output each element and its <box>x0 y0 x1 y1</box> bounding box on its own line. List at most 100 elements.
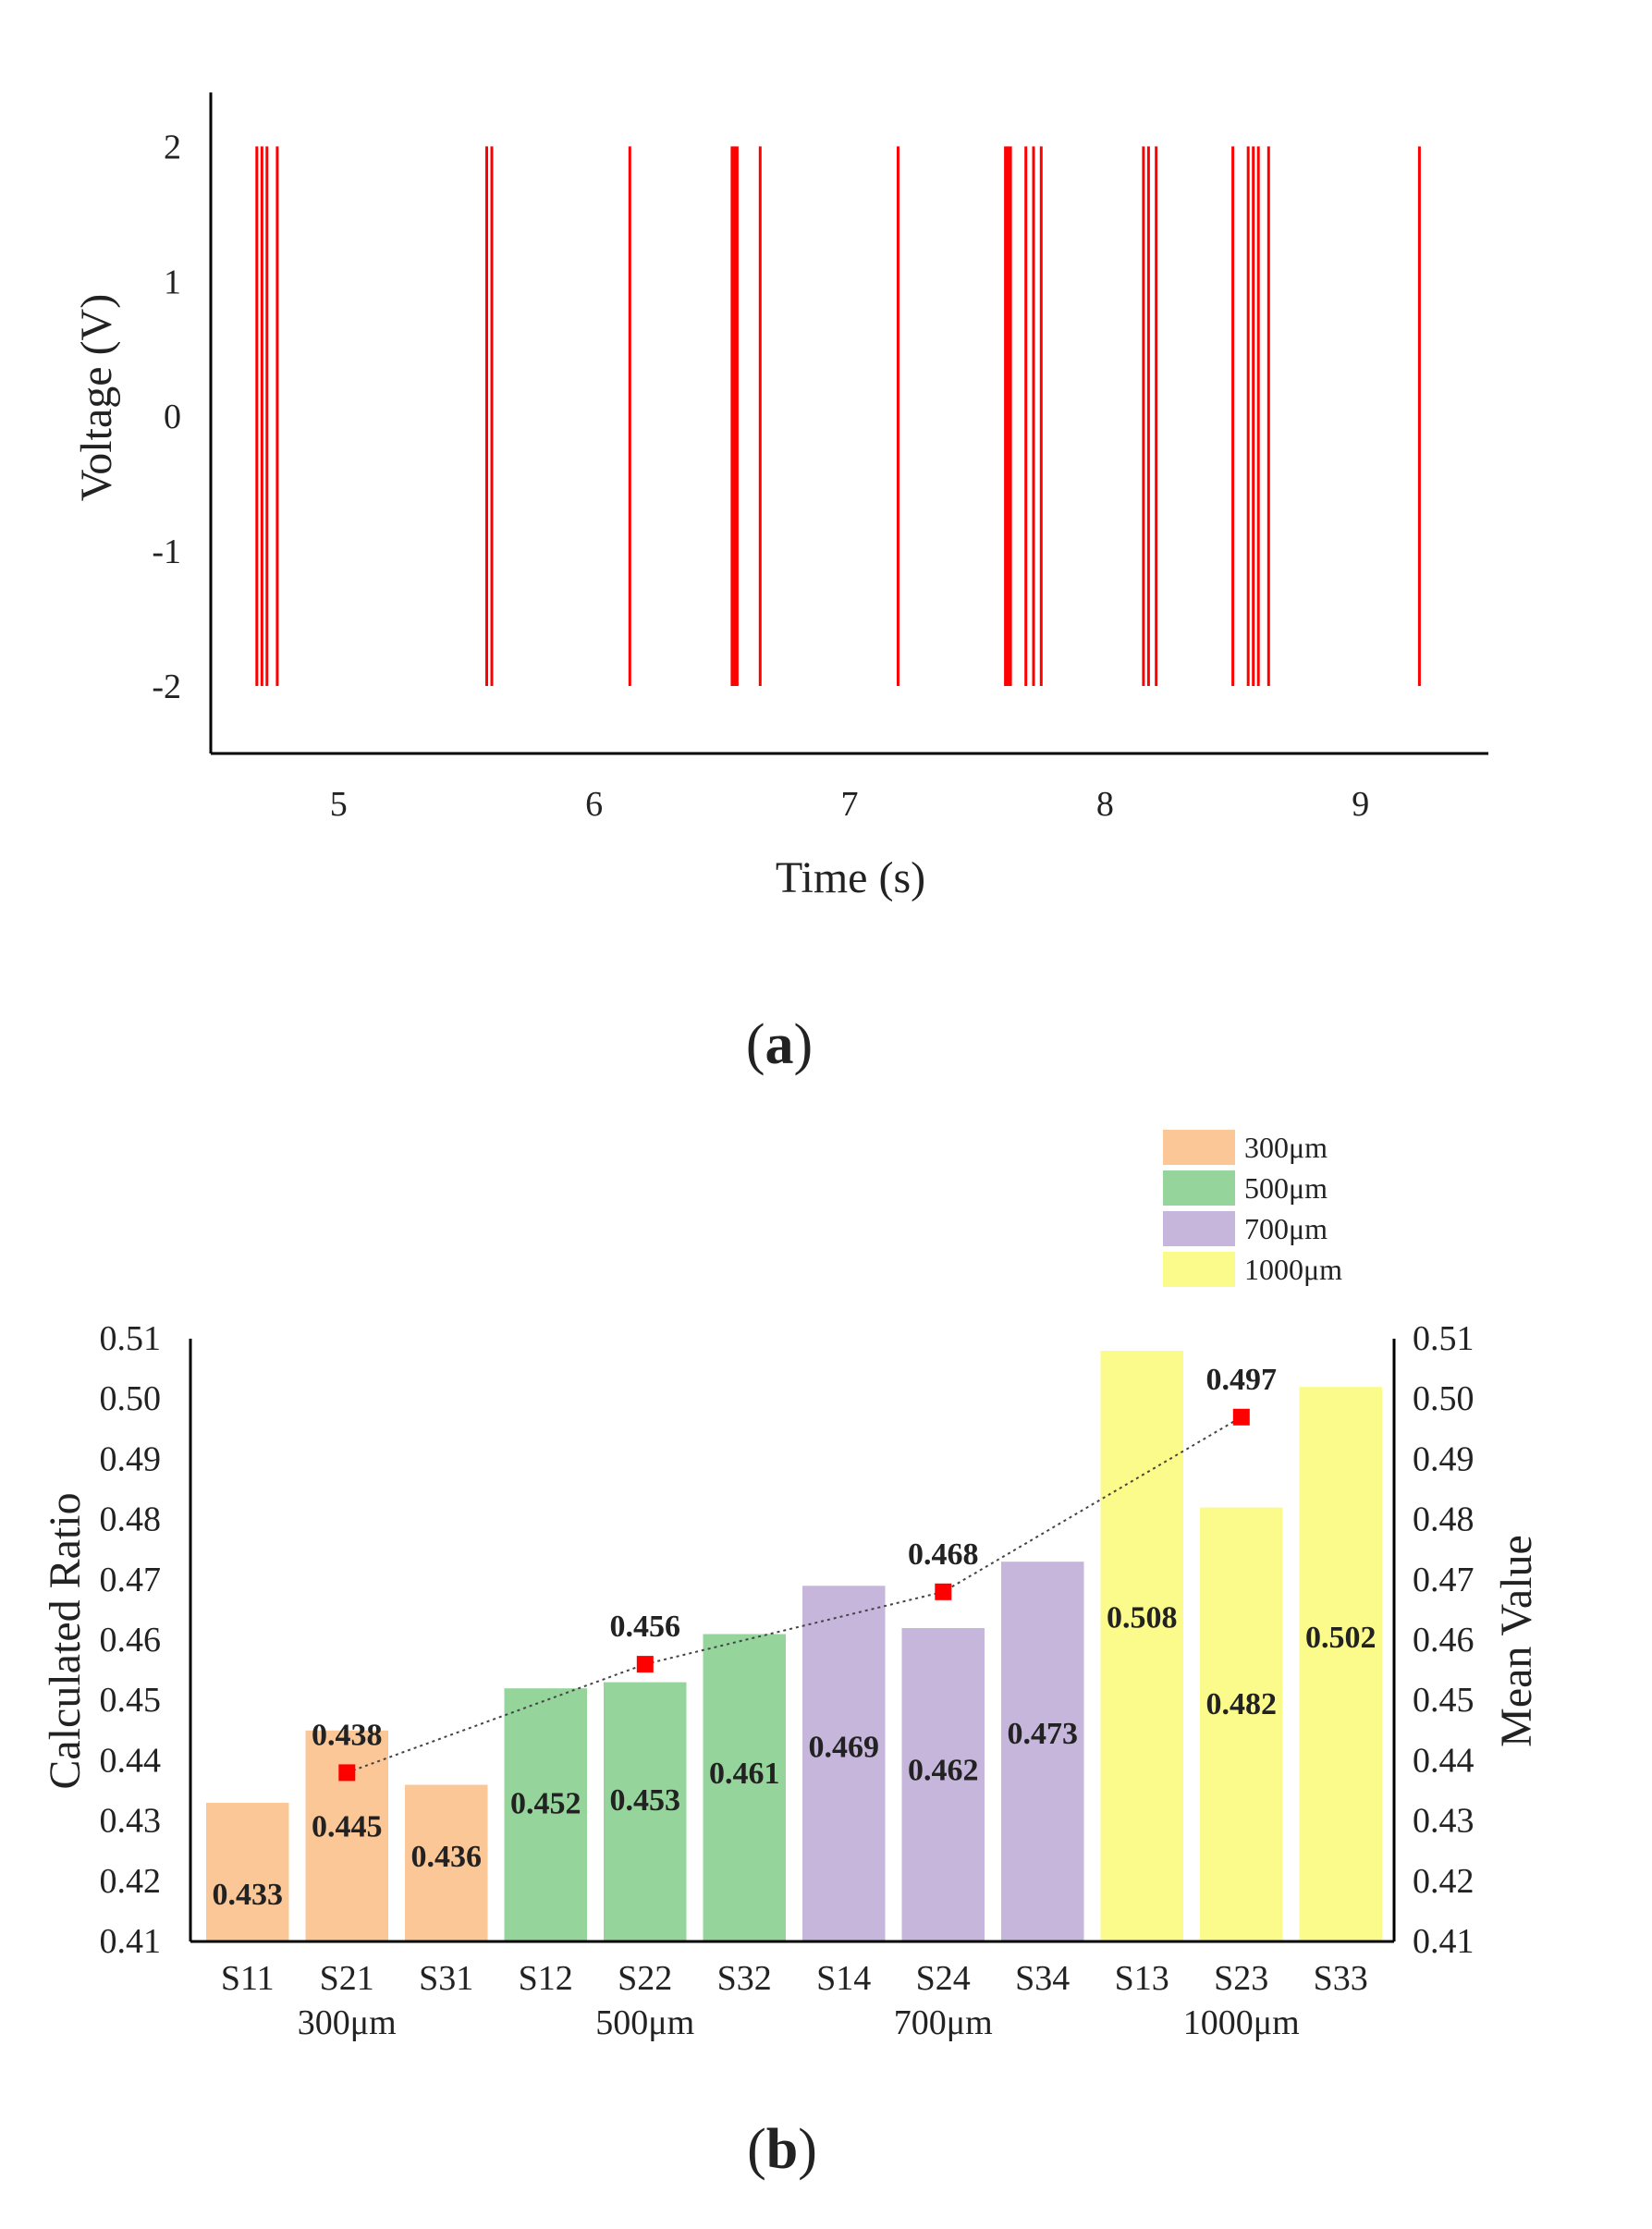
panel-b-y-axis-label: Calculated Ratio <box>41 1492 90 1789</box>
y-tick-label: -1 <box>152 533 181 571</box>
bar-value-label: 0.453 <box>610 1783 681 1818</box>
legend-label: 1000μm <box>1244 1253 1342 1286</box>
panel-a-caption: (a) <box>746 1013 813 1076</box>
y2-tick-label: 0.42 <box>1413 1862 1475 1901</box>
x-tick-label: 9 <box>1352 785 1369 824</box>
ratio-bar <box>504 1688 587 1941</box>
mean-value-label: 0.497 <box>1206 1363 1278 1397</box>
ratio-bar <box>802 1586 886 1941</box>
y2-tick-label: 0.45 <box>1413 1681 1475 1720</box>
category-label: S11 <box>221 1959 275 1998</box>
group-label: 500μm <box>595 2003 694 2042</box>
panel-b-right-tick-labels: 0.51 0.50 0.49 0.48 0.47 0.46 0.45 0.44 0.43 0.42… <box>1413 1319 1475 1961</box>
panel-b-y2-axis-label: Mean Value <box>1492 1535 1541 1747</box>
panel-a-x-axis-label: Time (s) <box>776 853 925 902</box>
voltage-pulse-series <box>255 146 1421 686</box>
mean-value-label: 0.468 <box>908 1537 979 1572</box>
ratio-bar <box>405 1784 488 1941</box>
y-tick-label: 0.45 <box>100 1681 162 1720</box>
panel-a-x-tick-labels: 5 6 7 8 9 <box>330 785 1370 824</box>
ratio-bar <box>1299 1387 1382 1941</box>
y2-tick-label: 0.47 <box>1413 1561 1475 1599</box>
group-label: 700μm <box>894 2003 993 2042</box>
panel-a-y-tick-labels: 2 1 0 -1 -2 <box>152 128 181 706</box>
category-label: S34 <box>1015 1959 1070 1998</box>
category-label: S32 <box>717 1959 772 1998</box>
bar-value-label: 0.462 <box>908 1754 979 1788</box>
y-tick-label: 0.51 <box>100 1319 162 1358</box>
category-label: S23 <box>1214 1959 1268 1998</box>
y2-tick-label: 0.46 <box>1413 1621 1475 1660</box>
bar-value-label: 0.436 <box>411 1840 483 1874</box>
bar-value-label: 0.445 <box>312 1810 383 1844</box>
y-tick-label: 2 <box>164 128 181 166</box>
mean-marker <box>338 1764 356 1782</box>
y2-tick-label: 0.43 <box>1413 1802 1475 1841</box>
y-tick-label: 0.44 <box>100 1741 162 1780</box>
ratio-bar <box>206 1803 289 1941</box>
x-tick-label: 5 <box>330 785 348 824</box>
mean-marker <box>935 1583 952 1600</box>
category-label: S13 <box>1115 1959 1169 1998</box>
group-label: 1000μm <box>1183 2003 1300 2042</box>
category-label: S22 <box>618 1959 672 1998</box>
category-label: S21 <box>320 1959 374 1998</box>
y-tick-label: 0.50 <box>100 1379 162 1418</box>
y2-tick-label: 0.48 <box>1413 1500 1475 1539</box>
legend-label: 300μm <box>1244 1131 1328 1164</box>
y2-tick-label: 0.50 <box>1413 1379 1475 1418</box>
panel-b-left-tick-labels: 0.51 0.50 0.49 0.48 0.47 0.46 0.45 0.44 0.43 0.42… <box>100 1319 162 1961</box>
category-labels: S11 S21 S31 S12 S22 S32 S14 S24 S34 S13 S23 S33 <box>221 1959 1368 1998</box>
x-tick-label: 6 <box>585 785 603 824</box>
group-labels: 300μm 500μm 700μm 1000μm <box>298 2003 1300 2042</box>
mean-value-label: 0.456 <box>610 1610 681 1644</box>
panel-a-y-axis-label: Voltage (V) <box>72 294 121 501</box>
y2-tick-label: 0.41 <box>1413 1922 1475 1961</box>
legend-label: 500μm <box>1244 1171 1328 1205</box>
mean-marker <box>636 1656 654 1673</box>
ratio-bar <box>604 1682 687 1941</box>
category-label: S24 <box>916 1959 971 1998</box>
y-tick-label: 0.49 <box>100 1439 162 1478</box>
legend-label: 700μm <box>1244 1212 1328 1245</box>
category-label: S12 <box>519 1959 573 1998</box>
category-label: S14 <box>816 1959 871 1998</box>
bar-value-label: 0.473 <box>1008 1717 1079 1751</box>
x-tick-label: 7 <box>841 785 859 824</box>
x-tick-label: 8 <box>1096 785 1114 824</box>
bar-value-label: 0.452 <box>510 1786 581 1820</box>
ratio-bar <box>1100 1351 1183 1941</box>
category-label: S33 <box>1314 1959 1368 1998</box>
y2-tick-label: 0.49 <box>1413 1439 1475 1478</box>
ratio-bar <box>901 1628 985 1941</box>
legend: 300μm 500μm 700μm 1000μm <box>1163 1130 1342 1287</box>
mean-value-series: 0.438 0.456 0.468 0.497 <box>312 1363 1277 1782</box>
mean-value-label: 0.438 <box>312 1718 383 1752</box>
y-tick-label: 0.41 <box>100 1922 162 1961</box>
y2-tick-label: 0.44 <box>1413 1741 1475 1780</box>
bar-value-label: 0.433 <box>213 1878 284 1912</box>
bar-value-labels: 0.433 0.445 0.436 0.452 0.453 0.461 0.469 0.462… <box>213 1601 1377 1912</box>
y-tick-label: -2 <box>152 667 181 706</box>
ratio-bar <box>1200 1507 1283 1941</box>
bar-value-label: 0.502 <box>1305 1621 1377 1655</box>
mean-trend-line <box>346 1415 1242 1774</box>
legend-swatch <box>1163 1252 1235 1287</box>
legend-swatch <box>1163 1211 1235 1246</box>
mean-marker <box>1232 1408 1250 1426</box>
ratio-bar <box>703 1634 786 1941</box>
bar-value-label: 0.508 <box>1107 1601 1178 1635</box>
legend-swatch <box>1163 1170 1235 1206</box>
ratio-bar <box>1001 1562 1084 1941</box>
ratio-bars <box>206 1351 1382 1941</box>
y-tick-label: 0 <box>164 398 181 436</box>
legend-swatch <box>1163 1130 1235 1165</box>
y-tick-label: 1 <box>164 263 181 301</box>
category-label: S31 <box>419 1959 473 1998</box>
bar-value-label: 0.469 <box>809 1730 880 1764</box>
bar-value-label: 0.482 <box>1206 1687 1278 1721</box>
group-label: 300μm <box>298 2003 397 2042</box>
y-tick-label: 0.47 <box>100 1561 162 1599</box>
